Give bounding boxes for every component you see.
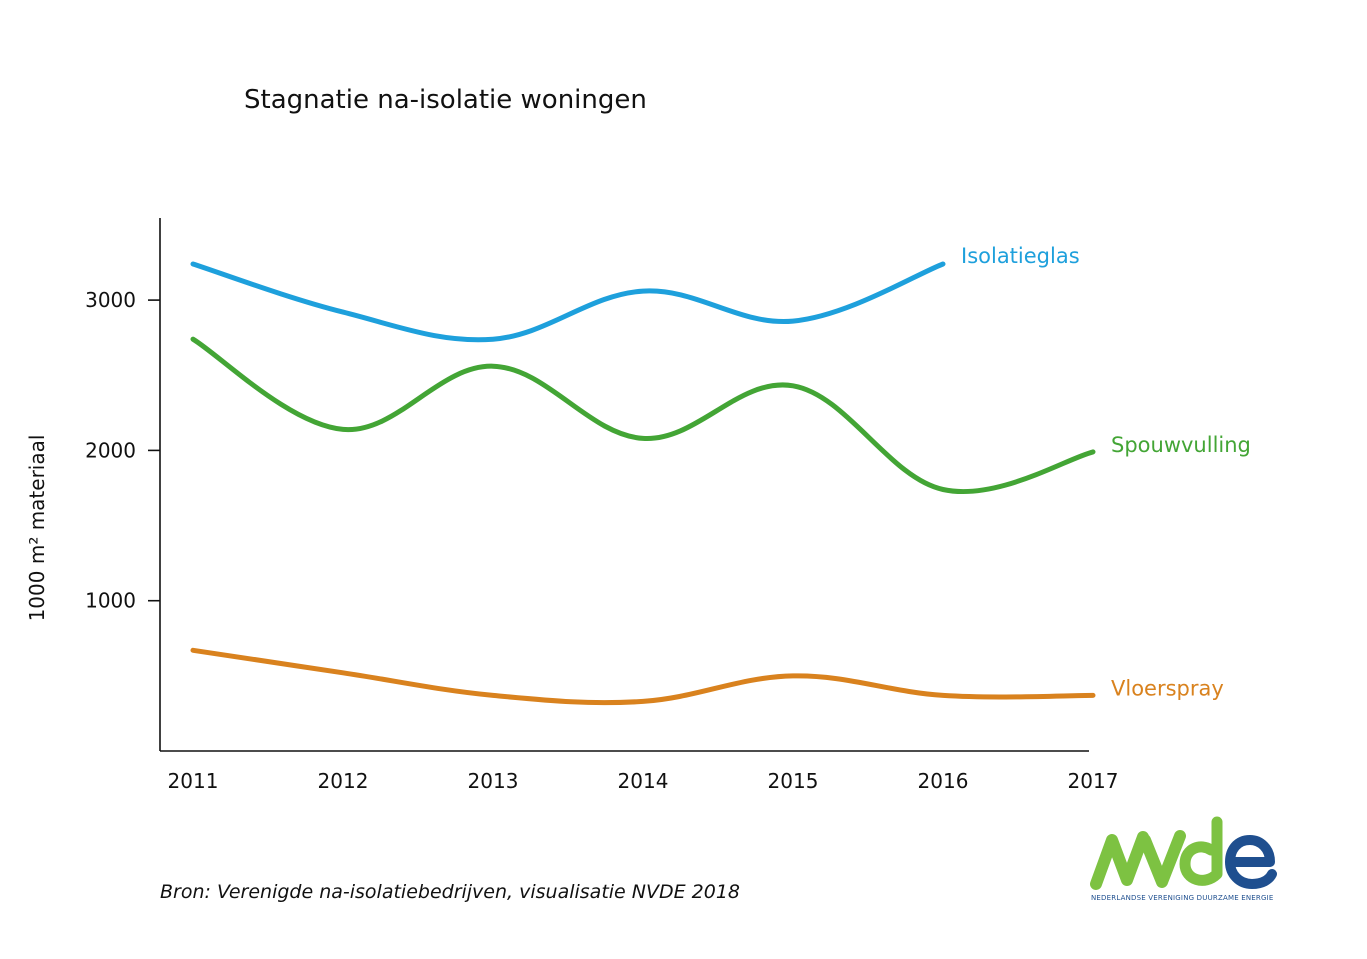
x-tick-label: 2016 bbox=[918, 769, 969, 793]
series-label-spouwvulling: Spouwvulling bbox=[1111, 433, 1251, 457]
logo-letter-e bbox=[1225, 835, 1277, 889]
y-axis-title: 1000 m² materiaal bbox=[25, 435, 49, 622]
series-lines bbox=[190, 261, 1096, 706]
series-line-isolatieglas bbox=[190, 261, 946, 343]
logo-letter-v bbox=[1139, 830, 1186, 888]
y-ticks: 1000 2000 3000 bbox=[85, 288, 160, 613]
x-ticks: 2011 2012 2013 2014 2015 2016 2017 bbox=[168, 769, 1119, 793]
nvde-logo: NEDERLANDSE VERENIGING DUURZAME ENERGIE bbox=[1090, 816, 1277, 902]
chart-title: Stagnatie na-isolatie woningen bbox=[244, 85, 647, 115]
series-labels: Isolatieglas Spouwvulling Vloerspray bbox=[961, 244, 1251, 700]
logo-letter-d bbox=[1179, 816, 1223, 886]
y-tick-label: 3000 bbox=[85, 288, 136, 312]
source-note: Bron: Verenigde na-isolatiebedrijven, vi… bbox=[160, 881, 740, 903]
y-tick-label: 1000 bbox=[85, 589, 136, 613]
x-tick-label: 2011 bbox=[168, 769, 219, 793]
x-tick-label: 2012 bbox=[318, 769, 369, 793]
logo-tagline: NEDERLANDSE VERENIGING DUURZAME ENERGIE bbox=[1091, 894, 1274, 902]
series-line-vloerspray bbox=[190, 647, 1096, 706]
x-tick-label: 2013 bbox=[468, 769, 519, 793]
series-label-isolatieglas: Isolatieglas bbox=[961, 244, 1080, 268]
series-line-spouwvulling bbox=[190, 336, 1096, 494]
series-label-vloerspray: Vloerspray bbox=[1111, 676, 1224, 700]
y-tick-label: 2000 bbox=[85, 438, 136, 462]
x-tick-label: 2015 bbox=[768, 769, 819, 793]
x-tick-label: 2014 bbox=[618, 769, 669, 793]
logo-letter-n bbox=[1090, 831, 1149, 890]
axes bbox=[159, 218, 1089, 752]
x-tick-label: 2017 bbox=[1068, 769, 1119, 793]
